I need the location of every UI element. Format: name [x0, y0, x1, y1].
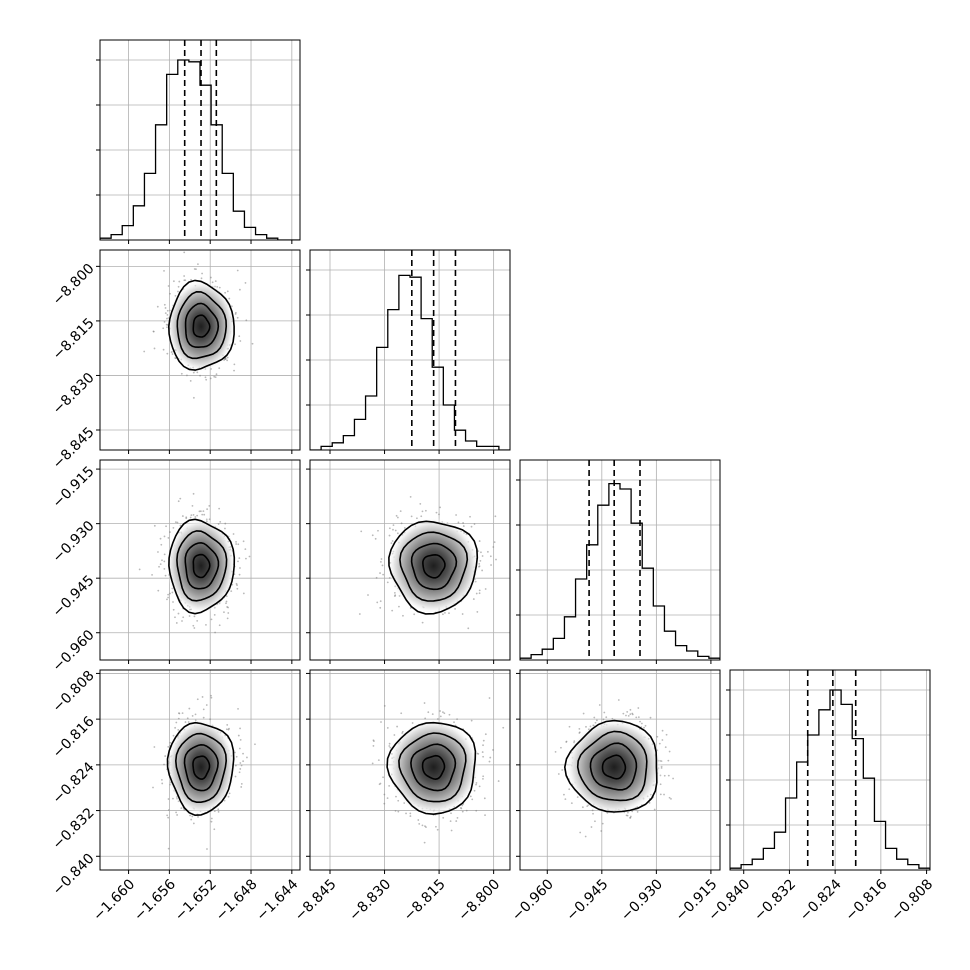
x-tick-label: −8.830	[346, 876, 394, 924]
x-tick-label: −0.808	[888, 876, 936, 924]
contour-level-0	[422, 553, 446, 579]
panel-frame	[519, 459, 721, 661]
x-tick-label: −1.660	[90, 876, 138, 924]
x-tick-label: −8.845	[292, 876, 340, 924]
y-tick-label: −8.815	[50, 315, 98, 363]
x-tick-label: −1.652	[172, 876, 220, 924]
panel-frame	[309, 669, 511, 871]
y-tick-label: −0.930	[50, 518, 98, 566]
panel-frame	[729, 669, 931, 871]
x-tick-label: −0.832	[751, 876, 799, 924]
contour-panel-3-2: −0.960 −0.945 −0.930 −0.915	[509, 669, 721, 924]
x-tick-label: −1.648	[213, 876, 261, 924]
contour-panel-2-0: −0.960 −0.945 −0.930 −0.915	[50, 459, 301, 675]
contour-level-3	[388, 520, 479, 615]
contour-level-0	[601, 754, 627, 780]
histogram-panel-1	[306, 249, 511, 454]
y-tick-label: −0.824	[50, 759, 98, 807]
x-tick-label: −1.656	[131, 876, 179, 924]
contour-level-1	[183, 743, 219, 792]
y-tick-label: −0.960	[50, 627, 98, 675]
y-tick-label: −0.832	[50, 805, 98, 853]
x-tick-label: −8.815	[401, 876, 449, 924]
contour-level-2	[399, 531, 469, 602]
histogram-step-0	[100, 59, 300, 240]
histogram-panel-3: −0.840−0.832−0.824−0.816−0.808	[705, 669, 936, 924]
contour-level-3	[166, 721, 235, 817]
histogram-panel-2	[516, 459, 721, 664]
panel-frame	[99, 39, 301, 241]
x-tick-label: −1.644	[254, 876, 302, 924]
x-tick-label: −0.945	[564, 876, 612, 924]
contour-level-0	[192, 314, 211, 338]
panel-frame	[99, 669, 301, 871]
y-tick-label: −8.845	[50, 424, 98, 472]
contour-level-1	[184, 541, 220, 590]
y-tick-label: −0.915	[50, 463, 98, 511]
histogram-step-1	[310, 274, 510, 450]
x-tick-label: −8.800	[455, 876, 503, 924]
y-tick-label: −0.816	[50, 713, 98, 761]
contour-level-1	[410, 542, 458, 591]
panel-frame	[309, 459, 511, 661]
contour-level-3	[386, 721, 477, 816]
y-tick-label: −8.830	[50, 370, 98, 418]
x-tick-label: −0.930	[618, 876, 666, 924]
x-tick-label: −0.816	[843, 876, 891, 924]
x-tick-label: −0.960	[509, 876, 557, 924]
histogram-step-2	[520, 482, 720, 660]
histogram-panel-0	[96, 39, 301, 244]
y-tick-label: −0.840	[50, 851, 98, 899]
contour-level-2	[174, 732, 228, 803]
contour-level-0	[192, 553, 211, 579]
contour-panel-3-0: −0.840−0.832−0.824−0.816−0.808−1.660−1.6…	[50, 668, 302, 925]
contour-level-3	[168, 518, 236, 615]
contour-level-0	[421, 754, 446, 781]
y-tick-label: −0.808	[50, 668, 98, 716]
contour-panel-2-1	[306, 459, 511, 664]
contour-level-3	[563, 719, 658, 813]
panel-frame	[309, 249, 511, 451]
contour-level-1	[410, 743, 457, 792]
contour-level-2	[398, 732, 467, 803]
contour-level-2	[176, 530, 228, 602]
contour-level-0	[192, 755, 211, 780]
contour-panel-3-1: −8.845 −8.830 −8.815 −8.800	[292, 669, 511, 924]
contour-level-2	[576, 730, 648, 802]
histogram-step-3	[730, 689, 930, 870]
panel-grid: −8.845−8.830−8.815−8.800−0.960−0.945−0.9…	[50, 39, 936, 925]
panel-frame	[99, 459, 301, 661]
contour-level-1	[184, 302, 220, 349]
panel-frame	[99, 249, 301, 451]
y-tick-label: −0.945	[50, 573, 98, 621]
contour-panel-1-0: −8.845 −8.830 −8.815 −8.800	[50, 249, 301, 472]
panel-frame	[519, 669, 721, 871]
contour-level-3	[167, 279, 235, 371]
contour-level-1	[589, 742, 638, 791]
y-tick-label: −8.800	[50, 261, 98, 309]
contour-level-2	[176, 290, 228, 360]
x-tick-label: −0.824	[797, 876, 845, 924]
